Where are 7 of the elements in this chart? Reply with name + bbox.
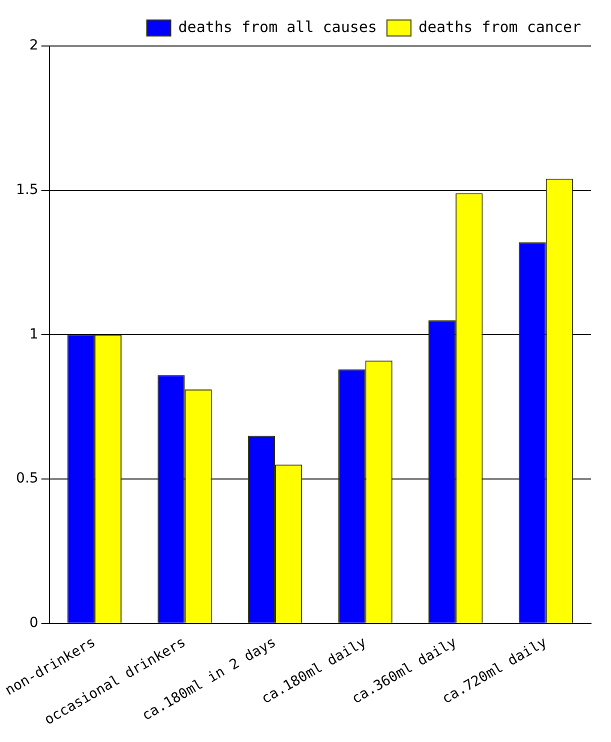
legend-label: deaths from cancer xyxy=(418,18,582,36)
y-tick-label: 0.5 xyxy=(16,470,38,487)
y-tick-label: 1 xyxy=(29,326,38,342)
legend-label: deaths from all causes xyxy=(178,18,377,36)
y-tick-label: 1.5 xyxy=(16,182,38,198)
y-tick-label: 0 xyxy=(29,615,38,632)
y-tick-label: 2 xyxy=(29,38,38,54)
